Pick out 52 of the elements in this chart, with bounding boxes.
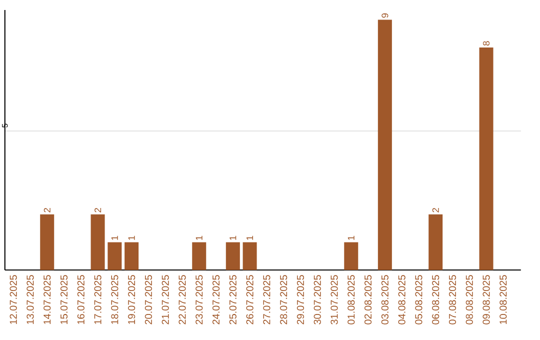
x-tick-label: 25.07.2025 [229,275,236,324]
x-tick-label: 09.08.2025 [482,275,490,324]
x-tick-label: 17.07.2025 [94,275,102,324]
x-tick-label: 03.08.2025 [381,275,388,324]
x-tick-label: 20.07.2025 [144,275,152,324]
data-label: 1 [230,236,236,240]
data-label: 8 [482,41,490,46]
bar [378,20,392,270]
x-tick-label: 27.07.2025 [263,275,270,324]
data-label: 2 [432,208,439,212]
x-tick-label: 26.07.2025 [246,275,254,324]
bar [108,242,122,270]
x-tick-label: 13.07.2025 [26,275,34,324]
x-tick-label: 19.07.2025 [128,275,136,324]
data-label: 1 [111,236,118,240]
x-tick-label: 12.07.2025 [10,275,17,324]
x-tick-label: 16.07.2025 [77,275,84,324]
data-label: 1 [128,236,135,240]
bar [226,242,240,270]
x-tick-label: 31.07.2025 [330,275,338,324]
x-tick-label: 28.07.2025 [280,275,288,324]
data-label: 1 [196,236,202,240]
x-tick-label: 14.07.2025 [44,275,51,324]
x-tick-label: 08.08.2025 [466,275,473,324]
x-tick-label: 15.07.2025 [60,275,68,324]
x-tick-label: 07.08.2025 [448,275,456,324]
x-tick-label: 06.08.2025 [432,275,440,324]
x-tick-label: 29.07.2025 [296,275,304,324]
x-tick-label: 10.08.2025 [500,275,507,324]
x-tick-label: 23.07.2025 [196,275,203,324]
data-label: 1 [246,236,254,240]
data-label: 2 [94,208,102,212]
bar [192,242,206,270]
x-tick-label: 30.07.2025 [314,275,321,324]
bar [124,242,139,270]
x-tick-label: 04.08.2025 [398,275,406,324]
x-tick-label: 02.08.2025 [364,275,372,324]
x-tick-label: 24.07.2025 [212,275,220,324]
bar [90,214,105,270]
x-tick-label: 22.07.2025 [178,275,186,324]
x-tick-label: 18.07.2025 [111,275,118,324]
x-tick-label: 21.07.2025 [162,275,169,324]
data-label: 1 [348,236,354,240]
bar [428,214,443,270]
bar [40,214,54,270]
bar [242,242,257,270]
x-tick-label: 01.08.2025 [348,275,355,324]
bar [344,242,358,270]
data-label: 9 [382,13,388,18]
data-label: 2 [44,208,50,212]
bar [479,48,494,270]
x-tick-label: 05.08.2025 [415,275,422,324]
